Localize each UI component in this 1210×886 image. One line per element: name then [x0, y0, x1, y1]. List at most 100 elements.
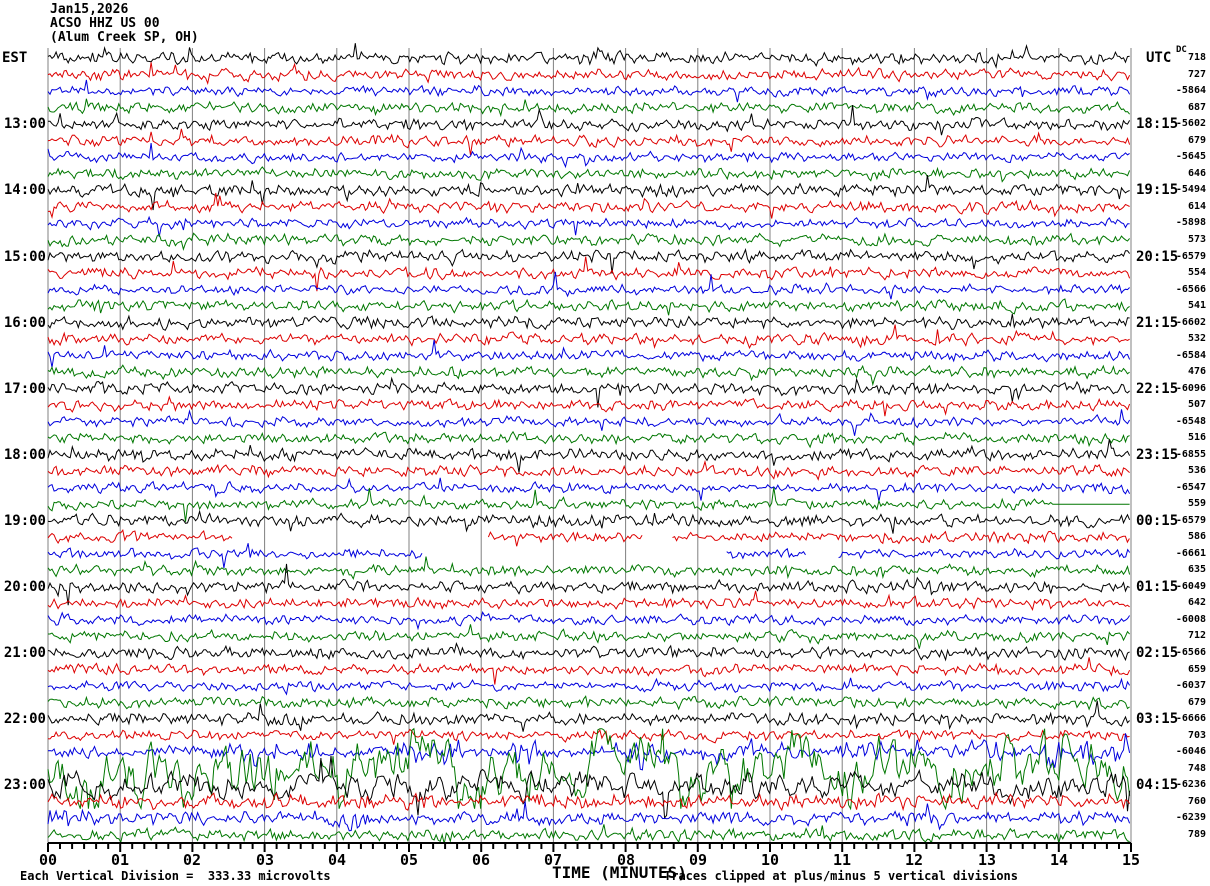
dc-offset-value: 559 [1187, 498, 1206, 509]
x-tick-label: 11 [832, 851, 852, 869]
dc-offset-value: 718 [1187, 52, 1206, 63]
trace-row [47, 791, 1131, 812]
est-hour-label: 17:00 [3, 381, 46, 397]
est-hour-label: 15:00 [3, 249, 46, 265]
dc-offset-value: -5645 [1175, 151, 1206, 162]
dc-offset-value: 687 [1187, 102, 1206, 113]
trace-row [47, 801, 1131, 832]
utc-hour-label: 01:15 [1136, 579, 1179, 595]
trace-row [47, 62, 1131, 86]
trace-row [47, 733, 1131, 771]
dc-offset-value: 554 [1187, 267, 1206, 278]
x-tick-label: 09 [688, 851, 708, 869]
dc-offset-value: 536 [1187, 465, 1206, 476]
dc-offset-value: -6584 [1175, 350, 1206, 361]
trace-row [47, 477, 1131, 502]
dc-offset-value: 659 [1187, 664, 1206, 675]
est-hour-label: 14:00 [3, 182, 46, 198]
trace-row [47, 543, 1131, 568]
dc-offset-value: -5602 [1175, 118, 1206, 129]
trace-row [47, 43, 1130, 69]
x-tick-label: 04 [327, 851, 347, 869]
est-hour-label: 23:00 [3, 777, 46, 793]
trace-row [47, 395, 1131, 417]
trace-row [47, 728, 1130, 745]
trace-row [47, 175, 1130, 211]
trace-row [47, 563, 1130, 606]
dc-offset-value: 760 [1187, 796, 1206, 807]
trace-row [47, 700, 1130, 732]
trace-row [47, 324, 1130, 350]
dc-offset-value: -6239 [1175, 812, 1206, 823]
trace-row [47, 755, 1131, 820]
utc-hour-label: 19:15 [1136, 182, 1179, 198]
dc-offset-value: 532 [1187, 333, 1206, 344]
dc-offset-value: 748 [1187, 763, 1206, 774]
x-tick-label: 07 [543, 851, 563, 869]
dc-offset-value: -6046 [1175, 746, 1206, 757]
trace-row [47, 376, 1130, 408]
trace-row [48, 624, 1130, 649]
trace-row [47, 824, 1130, 844]
trace-row [47, 487, 1130, 522]
est-hour-label: 22:00 [3, 711, 46, 727]
utc-hour-label: 02:15 [1136, 645, 1179, 661]
dc-offset-value: -6037 [1175, 680, 1206, 691]
utc-hour-label: 00:15 [1136, 513, 1179, 529]
x-tick-label: 12 [904, 851, 924, 869]
x-tick-label: 13 [977, 851, 997, 869]
dc-offset-value: 679 [1187, 135, 1206, 146]
est-hour-label: 21:00 [3, 645, 46, 661]
x-tick-label: 01 [110, 851, 130, 869]
trace-row [47, 313, 1130, 331]
trace-row [47, 509, 1131, 534]
dc-offset-value: 642 [1187, 597, 1206, 608]
clipping-note: Traces clipped at plus/minus 5 vertical … [664, 869, 1019, 883]
dc-offset-value: -6566 [1175, 647, 1206, 658]
header-station: ACSO HHZ US 00 [50, 16, 160, 31]
utc-hour-label: 04:15 [1136, 777, 1179, 793]
dc-offset-value: 703 [1187, 730, 1206, 741]
trace-row [47, 79, 1131, 103]
dc-offset-value: -6602 [1175, 317, 1206, 328]
utc-axis-label: UTC [1146, 50, 1172, 66]
dc-offset-value: 635 [1187, 564, 1206, 575]
trace-row [47, 409, 1131, 436]
x-tick-label: 03 [255, 851, 275, 869]
dc-offset-value: 789 [1187, 829, 1206, 840]
trace-row [47, 459, 1130, 481]
utc-hour-label: 22:15 [1136, 381, 1179, 397]
dc-offset-value: -5898 [1175, 217, 1206, 228]
trace-row [47, 439, 1131, 473]
trace-row [47, 166, 1131, 183]
trace-row [48, 105, 1131, 136]
dc-offset-value: -6666 [1175, 713, 1206, 724]
dc-offset-value: 541 [1187, 300, 1206, 311]
dc-offset-value: -6661 [1175, 548, 1206, 559]
trace-row [47, 611, 1131, 631]
trace-row [47, 192, 1130, 219]
utc-hour-label: 23:15 [1136, 447, 1179, 463]
dc-offset-value: 476 [1187, 366, 1206, 377]
est-hour-label: 19:00 [3, 513, 46, 529]
trace-row [47, 590, 1130, 611]
x-tick-label: 06 [471, 851, 491, 869]
dc-offset-value: -5864 [1175, 85, 1206, 96]
dc-offset-value: -6096 [1175, 383, 1206, 394]
trace-row [47, 339, 1131, 368]
trace-row [47, 143, 1130, 169]
dc-offset-value: -6008 [1175, 614, 1206, 625]
trace-row [47, 677, 1131, 696]
trace-row [47, 248, 1131, 274]
dc-offset-value: -6236 [1175, 779, 1206, 790]
dc-offset-value: -6579 [1175, 251, 1206, 262]
trace-row [47, 430, 1130, 449]
vertical-division-note: Each Vertical Division = 333.33 microvol… [20, 869, 331, 883]
x-axis-title: TIME (MINUTES) [552, 863, 687, 882]
x-tick-label: 00 [38, 851, 58, 869]
dc-offset-value: -6547 [1175, 482, 1206, 493]
dc-offset-value: 712 [1187, 630, 1206, 641]
est-hour-label: 13:00 [3, 116, 46, 132]
